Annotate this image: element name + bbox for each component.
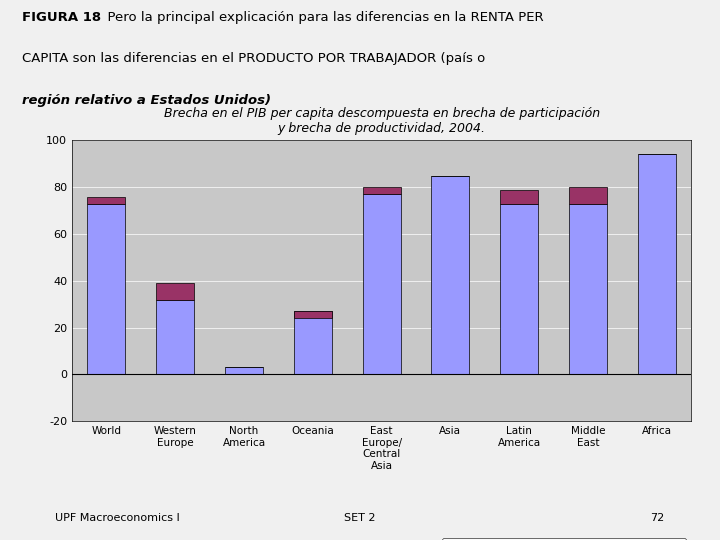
Text: FIGURA 18: FIGURA 18 (22, 11, 101, 24)
Bar (638, 154, 675, 374)
Bar (88, 204, 125, 374)
Bar (569, 187, 607, 204)
Text: SET 2: SET 2 (344, 514, 376, 523)
Text: Pero la principal explicación para las diferencias en la RENTA PER: Pero la principal explicación para las d… (99, 11, 544, 24)
Bar (156, 300, 194, 374)
Legend: Productivity gap, Participation gap: Productivity gap, Participation gap (442, 538, 686, 540)
Bar (294, 311, 332, 318)
Bar (294, 311, 332, 374)
Text: CAPITA son las diferencias en el PRODUCTO POR TRABAJADOR (país o: CAPITA son las diferencias en el PRODUCT… (22, 52, 485, 65)
Bar (88, 197, 125, 204)
Title: Brecha en el PIB per capita descompuesta en brecha de participación
y brecha de : Brecha en el PIB per capita descompuesta… (163, 107, 600, 135)
Bar (569, 204, 607, 374)
Text: 72: 72 (650, 514, 665, 523)
Bar (225, 367, 263, 374)
Bar (431, 176, 469, 374)
Bar (363, 194, 400, 374)
Text: región relativo a Estados Unidos): región relativo a Estados Unidos) (22, 94, 271, 107)
Bar (363, 187, 400, 194)
Bar (156, 283, 194, 300)
Bar (500, 204, 538, 374)
Bar (500, 190, 538, 204)
Text: UPF Macroeconomics I: UPF Macroeconomics I (55, 514, 180, 523)
